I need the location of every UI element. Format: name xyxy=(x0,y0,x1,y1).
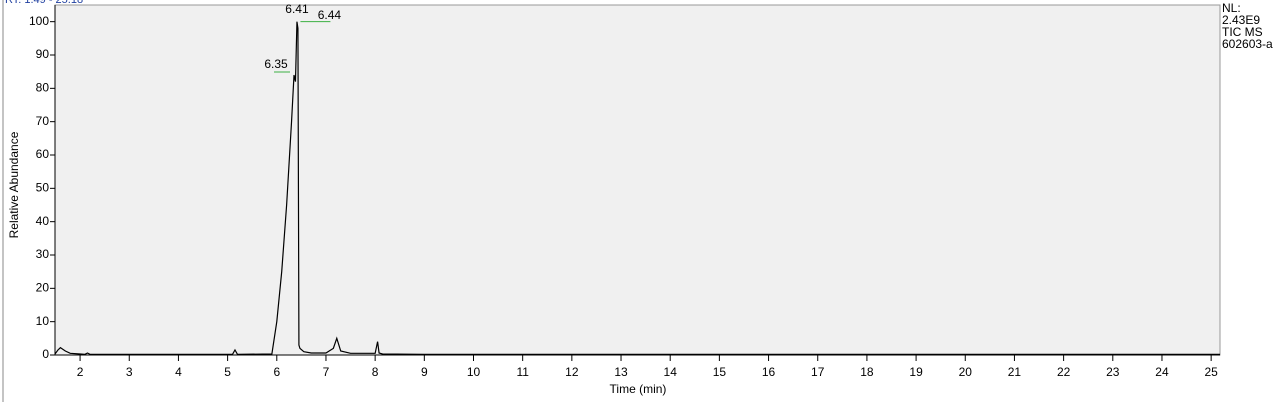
x-tick-label: 20 xyxy=(959,365,973,379)
info-text: 602603-a xyxy=(1222,37,1273,51)
y-tick-label: 10 xyxy=(36,314,50,328)
x-tick-label: 25 xyxy=(1204,365,1218,379)
y-tick-label: 0 xyxy=(42,347,49,361)
info-text: TIC MS xyxy=(1222,25,1263,39)
x-tick-label: 3 xyxy=(126,365,133,379)
y-tick-label: 50 xyxy=(36,181,50,195)
y-tick-label: 30 xyxy=(36,247,50,261)
x-tick-label: 15 xyxy=(713,365,727,379)
y-tick-label: 60 xyxy=(36,147,50,161)
x-tick-label: 19 xyxy=(909,365,923,379)
x-tick-label: 5 xyxy=(224,365,231,379)
x-tick-label: 22 xyxy=(1057,365,1071,379)
info-text: 2.43E9 xyxy=(1222,13,1260,27)
x-tick-label: 21 xyxy=(1008,365,1022,379)
x-axis-label: Time (min) xyxy=(610,382,667,396)
x-tick-label: 7 xyxy=(323,365,330,379)
x-tick-label: 23 xyxy=(1106,365,1120,379)
x-tick-label: 13 xyxy=(614,365,628,379)
trace xyxy=(54,21,1220,355)
x-tick-label: 4 xyxy=(175,365,182,379)
x-tick-label: 11 xyxy=(516,365,529,379)
x-tick-label: 17 xyxy=(811,365,825,379)
x-tick-label: 6 xyxy=(273,365,280,379)
x-tick-label: 18 xyxy=(860,365,874,379)
y-axis-label: Relative Abundance xyxy=(7,131,21,238)
x-tick-label: 24 xyxy=(1155,365,1169,379)
x-tick-label: 12 xyxy=(565,365,579,379)
y-tick-label: 70 xyxy=(36,114,50,128)
x-tick-label: 14 xyxy=(664,365,678,379)
x-tick-label: 2 xyxy=(77,365,84,379)
x-tick-label: 8 xyxy=(372,365,379,379)
annotation-label: 6.41 xyxy=(285,2,309,16)
range-text: RT: 1.49 - 25.18 xyxy=(5,0,83,6)
x-tick-label: 10 xyxy=(467,365,481,379)
annotation-label: 6.35 xyxy=(264,57,288,71)
y-tick-label: 40 xyxy=(36,214,50,228)
plot-area xyxy=(54,4,1221,356)
x-tick-label: 9 xyxy=(421,365,428,379)
x-tick-label: 16 xyxy=(762,365,776,379)
info-text: NL: xyxy=(1222,1,1241,15)
y-tick-label: 20 xyxy=(36,281,50,295)
y-tick-label: 100 xyxy=(29,14,49,28)
y-tick-label: 90 xyxy=(36,47,50,61)
annotation-label: 6.44 xyxy=(318,8,342,22)
y-tick-label: 80 xyxy=(36,81,50,95)
